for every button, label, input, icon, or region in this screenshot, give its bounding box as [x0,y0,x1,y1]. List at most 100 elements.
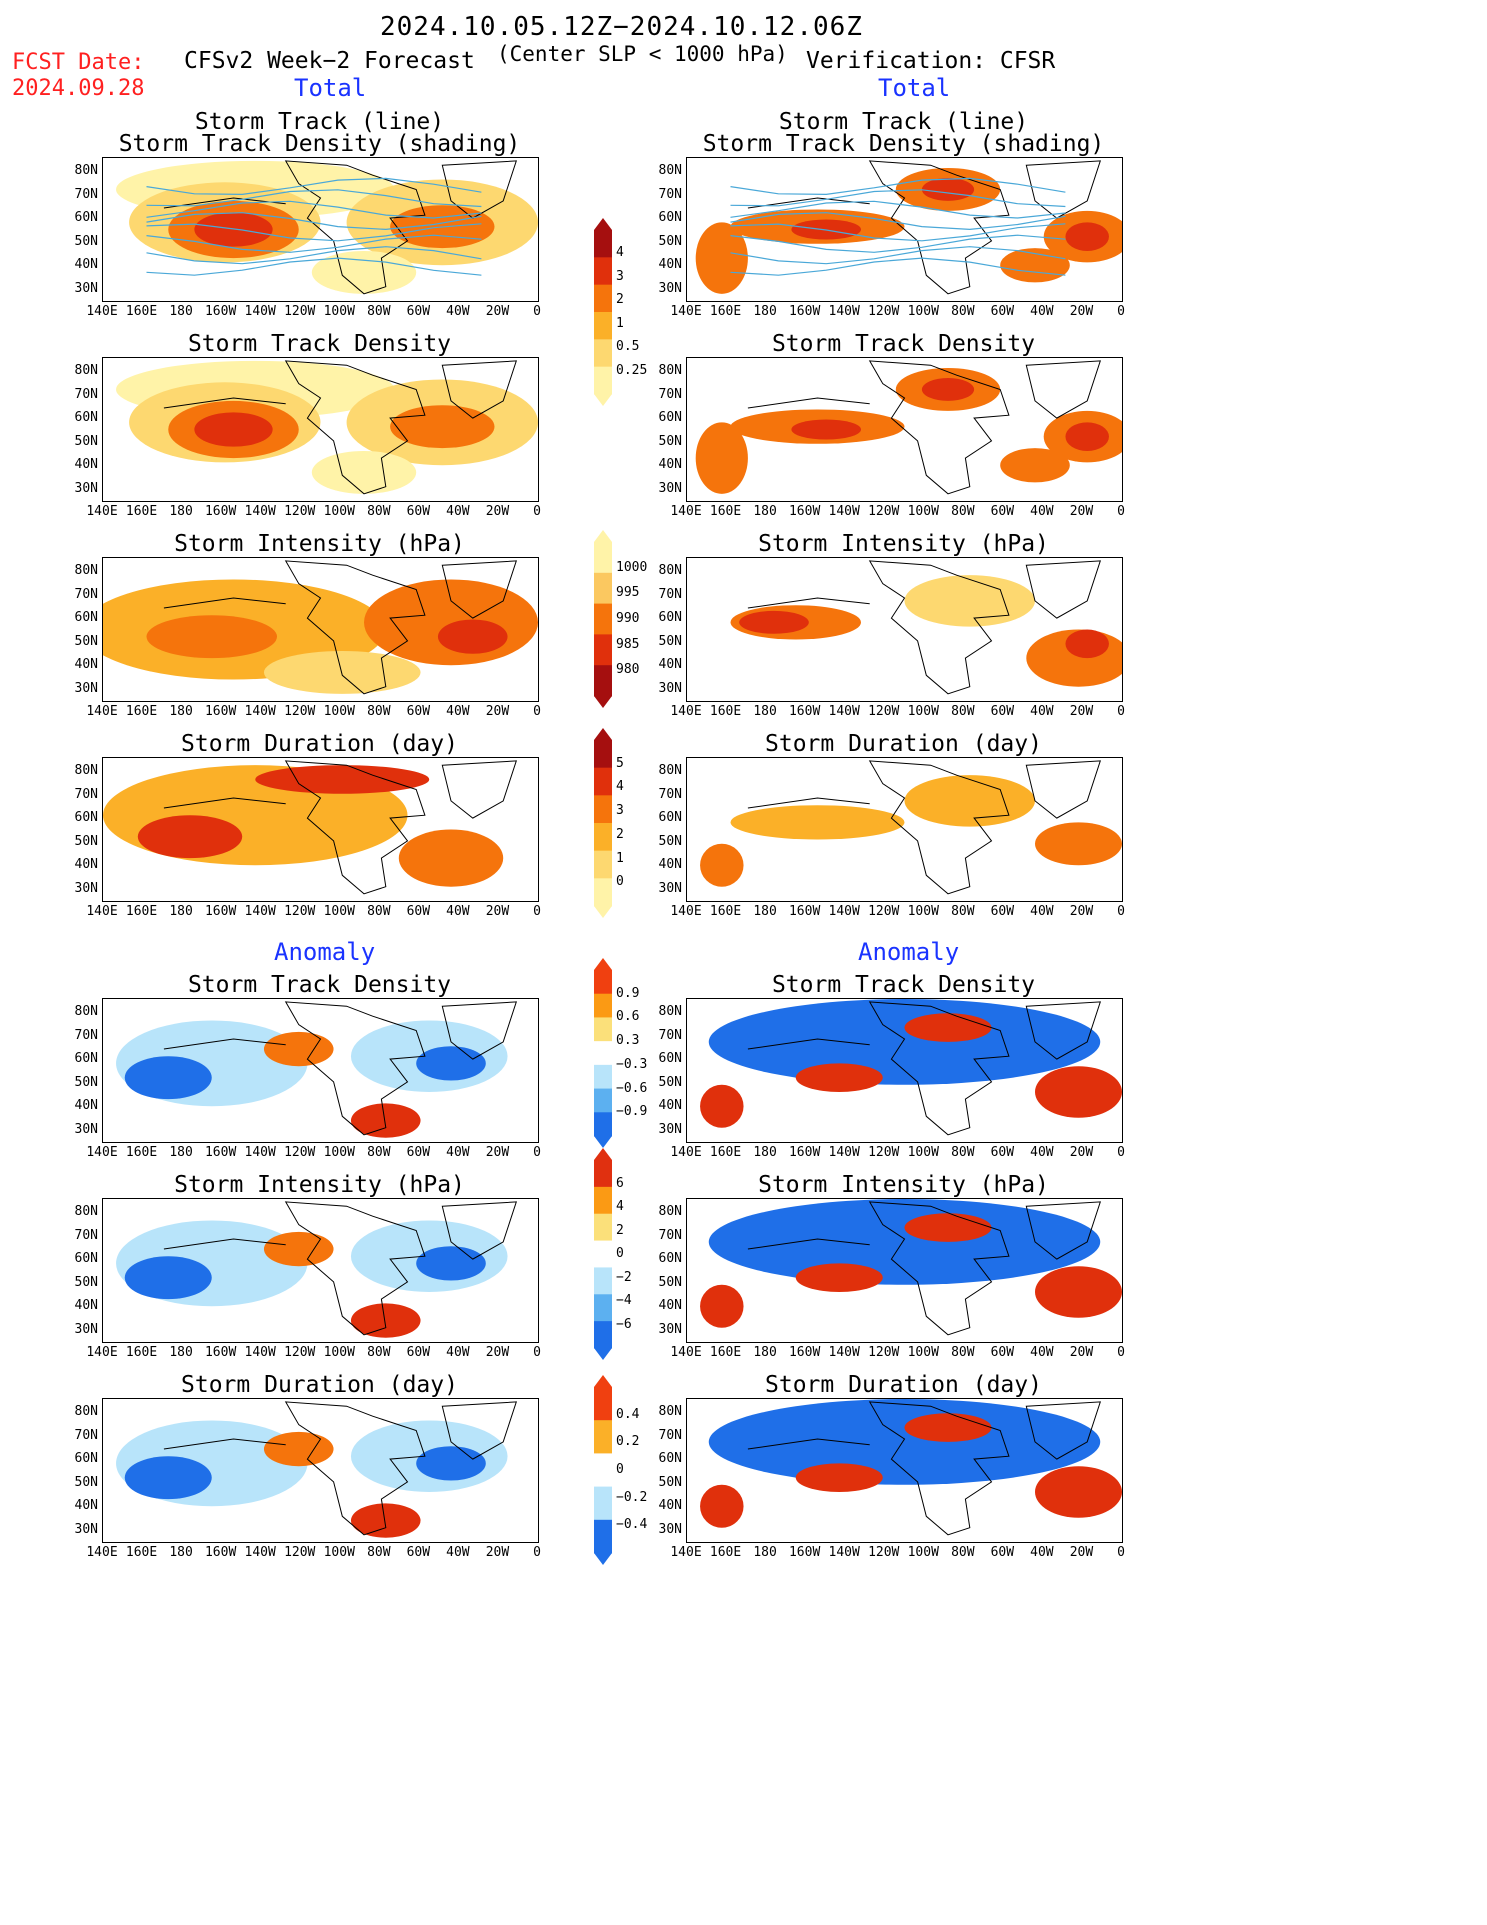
map-panel-intensity-verification [686,557,1123,702]
x-tick-label: 100W [323,304,355,319]
x-tick-label: 20W [485,504,510,519]
x-tick-label: 160W [204,704,237,719]
x-tick-label: 160W [788,1545,821,1560]
shading-region [1065,422,1109,451]
x-tick-label: 180 [753,1545,777,1560]
colorbar-segment [594,1420,612,1454]
colorbar-segment [594,1294,612,1322]
shading-region [1035,1066,1122,1118]
shading-region [730,805,905,840]
y-tick-label: 70N [658,386,682,402]
x-tick-label: 160E [125,704,158,719]
map-panel-aintensity-forecast [102,1198,539,1343]
colorbar-segment [594,257,612,286]
colorbar-density [594,218,612,406]
x-tick-label: 140W [244,1545,276,1560]
map-canvas [103,760,518,895]
colorbar-label: −0.6 [616,1080,648,1096]
shading-region [904,1413,992,1442]
shading-region [795,1463,883,1492]
x-tick-label: 0 [533,304,541,319]
colorbar-segment [594,1519,612,1554]
x-tick-label: 80W [951,1345,975,1360]
y-tick-label: 80N [74,1004,98,1019]
colorbar-label: 5 [616,755,624,771]
x-tick-label: 180 [169,704,193,719]
x-tick-label: 40W [1030,1345,1054,1360]
colorbar-label: 0.25 [616,362,648,378]
shading-region [921,178,975,201]
x-tick-label: 100W [907,1345,939,1360]
x-tick-label: 100W [323,504,355,519]
shading-region [124,1456,212,1500]
y-tick-label: 30N [74,1321,98,1337]
storm-track-line [146,223,482,242]
storm-track-line [146,200,482,219]
shading-region [263,1431,334,1467]
x-tick-label: 0 [1117,1345,1125,1360]
x-tick-label: 60W [406,704,431,719]
x-tick-label: 160W [788,1345,821,1360]
y-tick-label: 40N [658,457,682,472]
map-canvas [695,360,1122,495]
colorbar-top-arrow [594,1375,612,1387]
colorbar-segment [594,1064,612,1090]
x-tick-label: 140W [244,304,276,319]
colorbar-label: 2 [616,1222,624,1238]
shading-region [700,843,744,887]
panel-title: Storm Intensity (hPa) [174,1172,465,1198]
panel-title: Storm Track Density [187,972,452,998]
x-tick-label: 180 [169,1545,193,1560]
x-tick-label: 160W [788,1145,821,1160]
x-tick-label: 20W [485,704,510,719]
x-tick-label: 120W [868,704,900,719]
colorbar-bottom-arrow [594,1348,612,1360]
x-tick-label: 60W [990,1345,1015,1360]
x-tick-label: 40W [446,704,470,719]
x-tick-label: 60W [990,304,1015,319]
x-tick-label: 20W [1069,704,1094,719]
y-tick-label: 40N [74,1498,98,1513]
x-tick-label: 0 [1117,704,1125,719]
x-tick-label: 160E [125,1545,158,1560]
x-tick-label: 140E [670,1545,702,1560]
colorbar-label: 4 [616,1199,624,1214]
x-tick-label: 0 [533,1345,541,1360]
coastline [747,1401,1102,1536]
y-tick-label: 50N [658,833,682,849]
right-total-label: Total [878,74,951,102]
shading-region [791,419,861,440]
map-panel-aintensity-verification [686,1198,1123,1343]
coastline [747,360,1102,495]
y-tick-label: 70N [74,1227,98,1243]
y-tick-label: 60N [74,1251,98,1266]
colorbar-segment [594,850,612,879]
y-tick-label: 30N [658,1321,682,1337]
storm-track-line [146,234,482,253]
colorbar-segment [594,230,612,258]
map-panel-intensity-forecast [102,557,539,702]
colorbar-label: 1 [616,850,624,866]
shading-region [311,450,417,494]
x-tick-label: 180 [753,1145,777,1160]
y-tick-label: 70N [74,586,98,602]
colorbar-label: 0.5 [616,339,640,355]
y-tick-label: 40N [658,257,682,272]
shading-region [1035,1466,1122,1518]
colorbar-label: 0.2 [616,1434,640,1450]
map-panel-aduration-verification [686,1398,1123,1543]
colorbar-segment [594,665,612,697]
colorbar-segment [594,1041,612,1066]
x-tick-label: 160W [204,1145,237,1160]
y-tick-label: 80N [658,1004,682,1019]
y-tick-label: 60N [74,410,98,425]
y-tick-label: 60N [658,1451,682,1466]
x-tick-label: 140E [86,504,118,519]
y-tick-label: 40N [658,1498,682,1513]
x-tick-label: 140W [828,304,860,319]
y-tick-label: 70N [74,386,98,402]
y-tick-label: 60N [658,810,682,825]
y-tick-label: 40N [74,257,98,272]
panel-title: Storm Track Density (shading) [118,131,521,157]
panel-title: Storm Track Density (shading) [702,131,1105,157]
